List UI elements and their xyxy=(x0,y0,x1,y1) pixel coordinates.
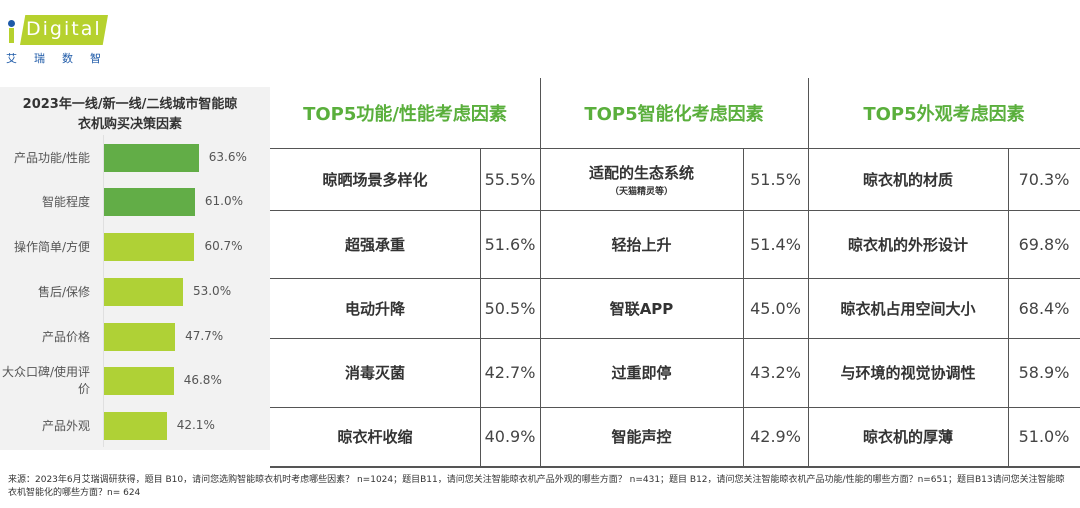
factor-label: 与环境的视觉协调性 xyxy=(840,364,976,382)
logo-dot xyxy=(8,20,15,27)
row-divider xyxy=(270,338,1080,339)
row-divider xyxy=(270,407,1080,408)
bar-label: 产品功能/性能 xyxy=(13,150,90,165)
bar-row: 大众口碑/使用评价 46.8% xyxy=(0,365,270,396)
factor-label: 适配的生态系统 xyxy=(588,163,694,182)
factor-pct: 70.3% xyxy=(1018,169,1070,189)
factor-pct: 40.9% xyxy=(484,427,536,446)
factor-name: 晾衣机的厚薄 xyxy=(808,407,1008,466)
factor-name: 与环境的视觉协调性 xyxy=(808,338,1008,407)
factor-pct: 55.5% xyxy=(484,169,536,189)
bar-label: 产品外观 xyxy=(41,418,90,433)
bar xyxy=(104,188,195,216)
factor-name: 晾衣杆收缩 xyxy=(270,407,480,466)
bar-label: 操作简单/方便 xyxy=(13,239,90,254)
section-title: TOP5外观考虑因素 xyxy=(863,104,1025,125)
bar xyxy=(104,233,195,261)
bar-value: 46.8% xyxy=(183,373,222,387)
factor-sub: （天猫精灵等） xyxy=(609,186,673,197)
row-divider xyxy=(270,278,1080,279)
bar-label: 产品价格 xyxy=(41,329,90,344)
bar-value: 63.6% xyxy=(208,150,247,164)
factor-label: 晾衣机占用空间大小 xyxy=(840,299,976,318)
logo-box xyxy=(20,15,108,45)
factor-name: 智联APP xyxy=(540,278,743,338)
factor-name: 智能声控 xyxy=(540,407,743,466)
factor-label: 消毒灭菌 xyxy=(344,364,405,382)
factor-pct: 69.8% xyxy=(1018,234,1070,254)
bar-row: 操作简单/方便 60.7% xyxy=(0,232,270,262)
factor-pct: 51.5% xyxy=(750,169,801,189)
pct-divider xyxy=(1008,148,1009,466)
factor-label: 过重即停 xyxy=(611,364,672,382)
factor-pct: 50.5% xyxy=(484,298,536,318)
bar-row: 售后/保修 53.0% xyxy=(0,277,270,307)
factor-label: 电动升降 xyxy=(344,299,405,318)
pct-divider xyxy=(480,148,481,466)
bar xyxy=(104,144,199,172)
factor-label: 超强承重 xyxy=(344,235,405,254)
factor-label: 轻抬上升 xyxy=(611,235,672,254)
section-divider xyxy=(808,78,809,466)
section-divider xyxy=(540,78,541,466)
bar-value: 53.0% xyxy=(192,284,232,298)
logo-i xyxy=(9,28,14,43)
factor-name: 轻抬上升 xyxy=(540,210,743,278)
section-title: TOP5功能/性能考虑因素 xyxy=(303,104,507,125)
bar-value: 42.1% xyxy=(176,418,215,432)
logo-text: Digital xyxy=(26,18,102,40)
row-divider xyxy=(270,466,1080,468)
factor-label: 晾衣机的厚薄 xyxy=(862,428,953,446)
bar-row: 智能程度 61.0% xyxy=(0,187,270,217)
bar-label: 售后/保修 xyxy=(37,284,90,299)
factor-label: 智联APP xyxy=(609,299,674,318)
factor-name: 晾衣机占用空间大小 xyxy=(808,278,1008,338)
factor-pct: 51.6% xyxy=(484,234,536,254)
bar-value: 61.0% xyxy=(204,194,243,208)
chart-axis xyxy=(103,135,104,447)
factor-name: 晾晒场景多样化 xyxy=(270,148,480,210)
factor-label: 晾衣杆收缩 xyxy=(337,428,413,446)
factor-name: 过重即停 xyxy=(540,338,743,407)
top5-table: TOP5功能/性能考虑因素晾晒场景多样化 55.5% 超强承重 51.6% 电动升降… xyxy=(270,78,1080,468)
section-title: TOP5智能化考虑因素 xyxy=(584,104,764,125)
factor-pct: 68.4% xyxy=(1018,298,1070,318)
row-divider xyxy=(270,148,1080,149)
pct-divider xyxy=(743,148,744,466)
bar xyxy=(104,412,167,440)
bar-row: 产品功能/性能 63.6% xyxy=(0,143,270,173)
bar-label: 智能程度 xyxy=(41,194,90,209)
factor-pct: 42.7% xyxy=(484,363,536,382)
factor-label: 晾衣机的外形设计 xyxy=(847,235,968,254)
bar xyxy=(104,367,174,395)
bar-row: 产品价格 47.7% xyxy=(0,322,270,352)
decision-factors-chart: 2023年一线/新一线/二线城市智能晾衣机购买决策因素 产品功能/性能 63.6… xyxy=(0,87,270,450)
factor-label: 智能声控 xyxy=(611,428,672,446)
factor-label: 晾晒场景多样化 xyxy=(322,170,428,189)
factor-name: 超强承重 xyxy=(270,210,480,278)
bar-value: 60.7% xyxy=(204,239,243,253)
factor-name: 晾衣机的外形设计 xyxy=(808,210,1008,278)
bar-label: 大众口碑/使用评价 xyxy=(1,365,90,396)
factor-pct: 45.0% xyxy=(750,298,801,318)
bar xyxy=(104,278,183,306)
row-divider xyxy=(270,210,1080,211)
factor-name: 适配的生态系统 （天猫精灵等） xyxy=(540,148,743,210)
factor-pct: 58.9% xyxy=(1018,363,1070,382)
factor-pct: 51.0% xyxy=(1018,427,1070,446)
bar-row: 产品外观 42.1% xyxy=(0,411,270,441)
chart-title: 2023年一线/新一线/二线城市智能晾衣机购买决策因素 xyxy=(22,97,238,132)
factor-name: 消毒灭菌 xyxy=(270,338,480,407)
factor-name: 晾衣机的材质 xyxy=(808,148,1008,210)
factor-label: 晾衣机的材质 xyxy=(862,170,953,189)
factor-pct: 51.4% xyxy=(750,234,801,254)
factor-name: 电动升降 xyxy=(270,278,480,338)
factor-pct: 42.9% xyxy=(750,427,801,446)
logo-cn: 艾瑞数智 xyxy=(6,52,118,65)
source-note: 来源：2023年6月艾瑞调研获得，题目 B10，请问您选购智能晾衣机时考虑哪些因… xyxy=(8,475,1065,498)
factor-pct: 43.2% xyxy=(750,363,801,382)
bar-value: 47.7% xyxy=(185,329,224,343)
bar xyxy=(104,323,176,351)
